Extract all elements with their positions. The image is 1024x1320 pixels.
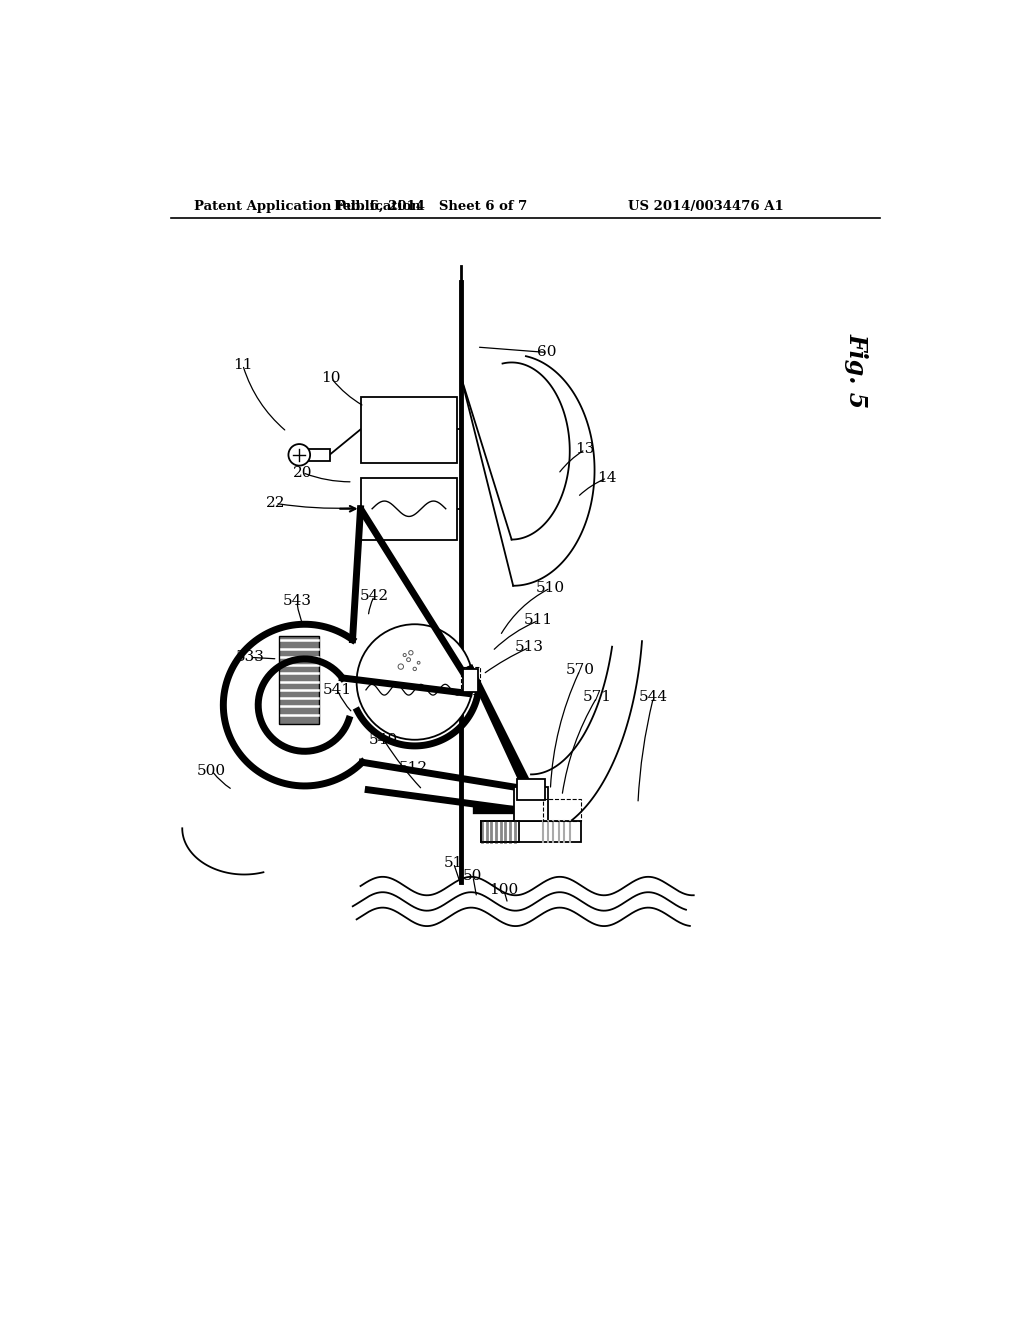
Text: 13: 13 — [575, 442, 595, 457]
Text: 14: 14 — [597, 471, 616, 484]
Bar — [306, 449, 330, 461]
Text: 500: 500 — [198, 763, 226, 777]
Text: 544: 544 — [639, 690, 668, 705]
Text: 541: 541 — [323, 682, 352, 697]
Circle shape — [409, 651, 413, 655]
Text: 543: 543 — [283, 594, 311, 609]
Text: Fig. 5: Fig. 5 — [845, 333, 868, 408]
Circle shape — [403, 653, 407, 656]
Text: 22: 22 — [265, 496, 285, 511]
Bar — [360, 478, 458, 540]
Text: 533: 533 — [236, 651, 265, 664]
Circle shape — [417, 661, 420, 664]
Text: 20: 20 — [293, 466, 312, 479]
Bar — [480, 821, 582, 842]
Text: 511: 511 — [524, 614, 553, 627]
Text: 571: 571 — [583, 690, 611, 705]
Circle shape — [289, 444, 310, 466]
Bar — [280, 636, 319, 725]
Text: 51: 51 — [443, 855, 463, 870]
Text: Patent Application Publication: Patent Application Publication — [194, 199, 421, 213]
Bar — [543, 799, 582, 821]
Text: Feb. 6, 2014   Sheet 6 of 7: Feb. 6, 2014 Sheet 6 of 7 — [334, 199, 527, 213]
Text: 100: 100 — [489, 883, 518, 896]
Text: 512: 512 — [398, 762, 428, 775]
Circle shape — [398, 664, 403, 669]
Text: US 2014/0034476 A1: US 2014/0034476 A1 — [628, 199, 783, 213]
Text: 50: 50 — [463, 869, 482, 883]
Text: 10: 10 — [322, 371, 341, 385]
Bar — [463, 669, 478, 692]
Text: 542: 542 — [359, 589, 389, 603]
Text: 11: 11 — [232, 358, 253, 372]
Bar — [517, 779, 545, 800]
Bar — [514, 787, 548, 821]
Circle shape — [407, 657, 411, 661]
Text: 513: 513 — [515, 640, 544, 655]
Circle shape — [413, 667, 417, 671]
Text: 570: 570 — [565, 664, 594, 677]
Bar — [360, 397, 458, 462]
Circle shape — [356, 624, 473, 739]
Bar — [461, 668, 480, 693]
Bar — [480, 821, 519, 842]
Text: 510: 510 — [536, 581, 565, 595]
Text: 60: 60 — [537, 346, 556, 359]
Text: 540: 540 — [370, 733, 398, 747]
